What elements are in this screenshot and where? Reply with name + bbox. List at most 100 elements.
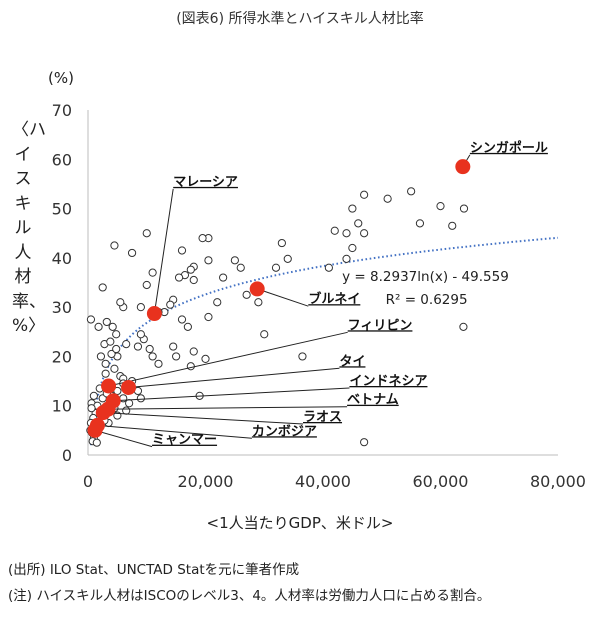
data-point <box>204 312 213 322</box>
highlight-point <box>121 379 137 395</box>
data-point <box>127 248 137 258</box>
data-point <box>172 352 181 361</box>
data-point <box>87 404 96 413</box>
callout-line <box>103 412 304 425</box>
country-labels: シンガポールマレーシアブルネイフィリピンタイインドネシアベトナムラオスカンボジア… <box>152 140 548 448</box>
data-point <box>186 362 195 371</box>
country-label: ベトナム <box>347 393 399 408</box>
highlight-point <box>249 281 265 297</box>
data-point <box>142 229 151 238</box>
callout-line <box>128 367 340 388</box>
data-point <box>98 283 107 292</box>
highlight-point <box>95 405 111 421</box>
callout-line <box>97 424 252 439</box>
y-tick-label: 0 <box>62 446 72 465</box>
data-point <box>107 349 116 359</box>
data-point <box>330 226 339 235</box>
data-point <box>298 352 307 361</box>
data-point <box>96 352 106 361</box>
callout-lines <box>94 154 471 448</box>
highlight-point <box>455 159 471 175</box>
data-point <box>383 194 392 203</box>
data-point <box>112 344 121 354</box>
data-point <box>92 438 101 447</box>
data-point <box>186 265 195 274</box>
y-tick-label: 30 <box>52 298 72 317</box>
data-point <box>101 359 110 368</box>
y-tick-label: 10 <box>52 397 72 416</box>
trendline <box>89 236 559 446</box>
highlighted-points <box>87 159 471 438</box>
data-point <box>407 187 416 196</box>
data-point <box>260 330 269 339</box>
axes: 0 10 20 30 40 50 60 70 0 20,000 40,000 60,000 80,000 <box>52 101 586 491</box>
data-point <box>116 298 125 307</box>
data-point <box>271 263 281 272</box>
data-point <box>166 300 175 309</box>
data-point <box>277 238 286 248</box>
data-point <box>254 298 263 307</box>
source-note: (出所) ILO Stat、UNCTAD Statを元に筆者作成 <box>8 562 300 578</box>
note-text: (注) ハイスキル人材はISCOのレベル3、4。人材率は労働力人口に占める割合。 <box>8 588 491 604</box>
x-tick-label: 40,000 <box>295 472 351 491</box>
data-point <box>110 364 119 373</box>
data-point <box>448 221 457 230</box>
trendline-r2: R² = 0.6295 <box>385 291 468 308</box>
data-point <box>436 202 445 211</box>
data-point <box>459 204 469 213</box>
data-point <box>360 190 369 199</box>
callout-line <box>108 331 348 387</box>
data-point <box>177 315 187 324</box>
highlight-point <box>101 378 117 394</box>
data-point <box>354 219 363 228</box>
data-point <box>142 280 151 290</box>
data-point <box>283 254 292 263</box>
callout-line <box>113 387 350 402</box>
data-point <box>348 204 357 213</box>
data-point <box>136 394 145 403</box>
country-label: インドネシア <box>349 374 427 389</box>
highlight-point <box>146 306 162 322</box>
data-point <box>360 229 369 238</box>
y-tick-label: 20 <box>52 347 72 366</box>
highlight-point <box>87 422 103 438</box>
data-point <box>360 438 369 447</box>
trendline-curve <box>89 236 559 446</box>
data-point <box>459 322 468 331</box>
data-point <box>148 352 157 361</box>
data-point <box>102 317 111 327</box>
y-unit-label: (%) <box>48 69 74 87</box>
data-point <box>183 322 192 331</box>
data-point <box>342 254 351 263</box>
data-point <box>219 273 228 282</box>
data-point <box>154 359 163 368</box>
y-tick-label: 60 <box>52 150 72 169</box>
callout-line <box>94 429 153 448</box>
data-point <box>122 340 131 349</box>
y-tick-label: 70 <box>52 101 72 120</box>
country-label: シンガポール <box>470 140 548 156</box>
data-point <box>204 256 213 265</box>
data-point <box>415 219 425 228</box>
data-point <box>169 342 178 351</box>
country-label: ブルネイ <box>308 291 360 307</box>
data-point <box>94 322 103 331</box>
data-point <box>145 344 154 354</box>
data-point <box>236 263 245 272</box>
data-point <box>108 322 117 331</box>
data-point <box>213 298 222 307</box>
country-label: フィリピン <box>348 318 413 333</box>
x-tick-label: 0 <box>83 472 93 491</box>
callout-line <box>153 188 174 314</box>
data-point <box>242 290 251 299</box>
country-label: ラオス <box>303 410 342 425</box>
data-point <box>201 354 210 363</box>
data-point <box>106 337 115 346</box>
y-tick-label: 50 <box>52 200 72 219</box>
trendline-equation: y = 8.2937ln(x) - 49.559 <box>342 268 509 285</box>
country-label: タイ <box>339 354 365 369</box>
data-point <box>189 275 198 285</box>
data-point <box>348 243 357 253</box>
y-tick-label: 40 <box>52 249 72 268</box>
